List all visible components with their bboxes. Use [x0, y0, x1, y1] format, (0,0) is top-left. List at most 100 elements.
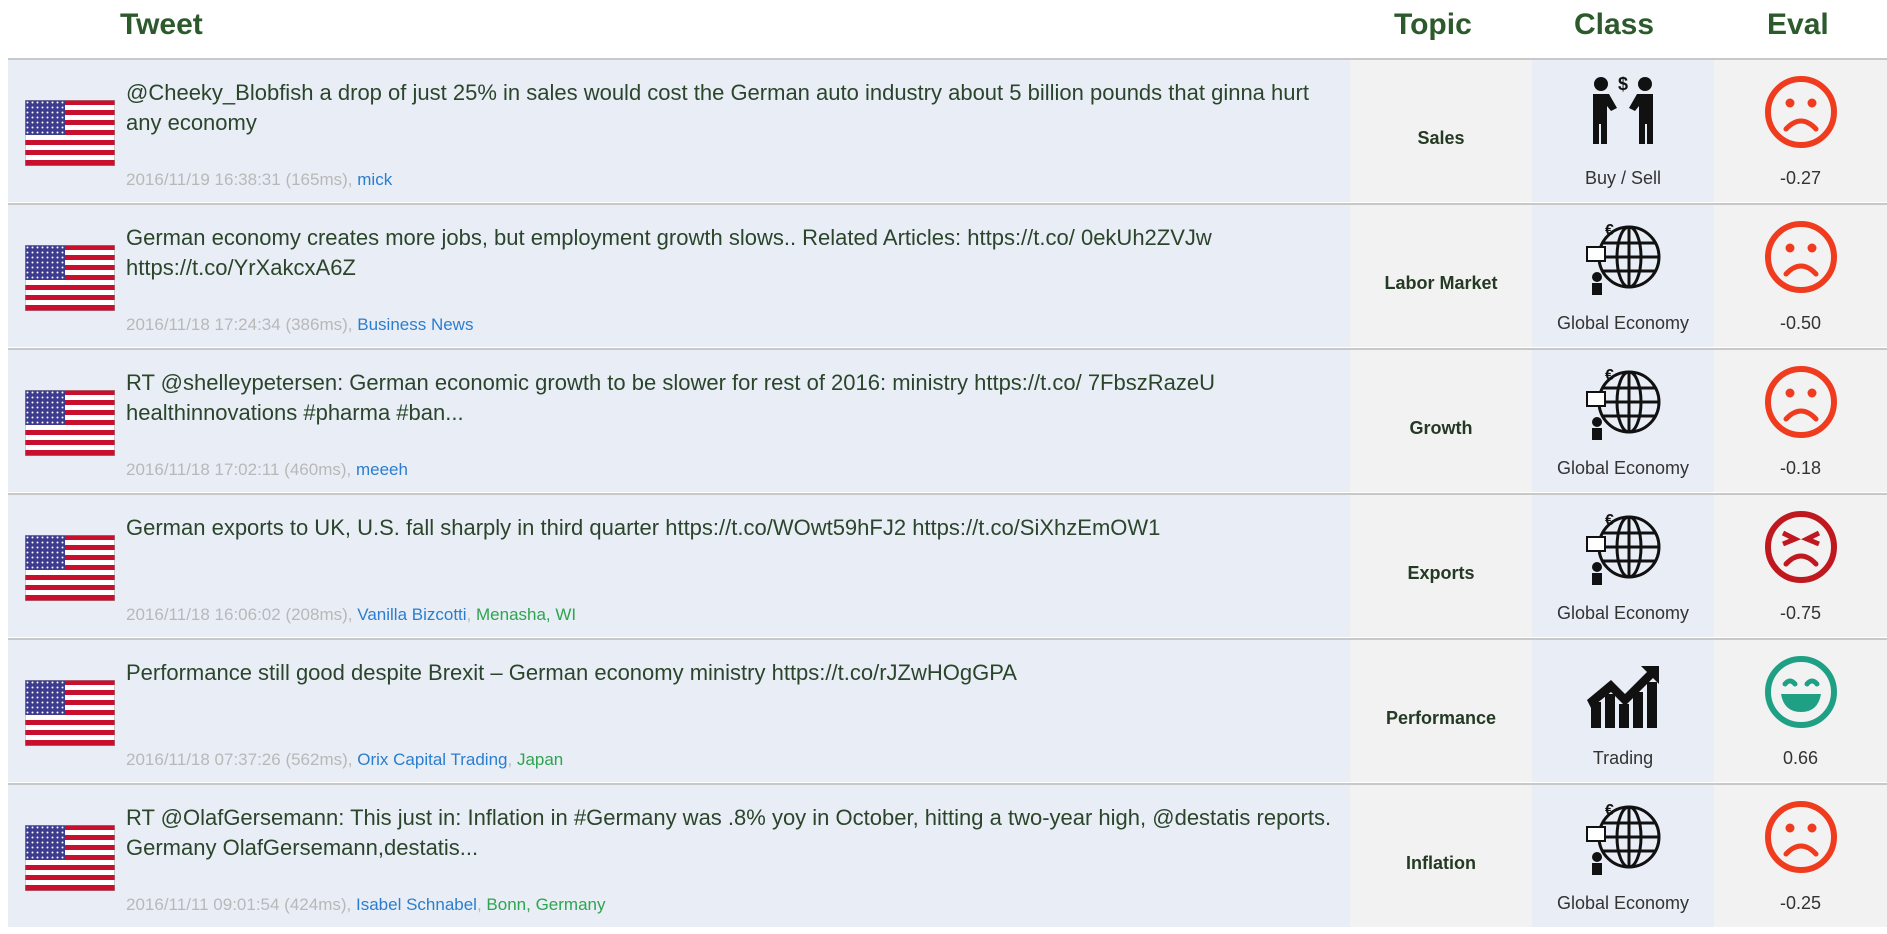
separator	[348, 170, 357, 189]
topic-cell: Labor Market	[1350, 205, 1532, 347]
class-icon	[1583, 72, 1663, 152]
class-cell: Global Economy	[1532, 495, 1714, 637]
class-label: Trading	[1592, 748, 1654, 768]
eval-value: -0.18	[1779, 458, 1822, 478]
tweet-text: RT @OlafGersemann: This just in: Inflati…	[126, 805, 1332, 860]
location-link[interactable]: Bonn, Germany	[486, 895, 606, 914]
class-icon	[1583, 797, 1663, 877]
tweet-cell: German economy creates more jobs, but em…	[8, 205, 1350, 347]
topic-cell: Sales	[1350, 60, 1532, 202]
row: RT @shelleypetersen: German economic gro…	[8, 348, 1887, 492]
eval-cell: -0.27	[1714, 60, 1887, 202]
sentiment-face	[1764, 366, 1837, 438]
timestamp: 2016/11/19 16:38:31 (165ms)	[126, 170, 348, 189]
flag-icon	[25, 680, 115, 746]
user-link[interactable]: Isabel Schnabel	[355, 895, 477, 914]
class-cell: Buy / Sell	[1532, 60, 1714, 202]
separator	[477, 895, 486, 914]
timestamp: 2016/11/18 17:24:34 (386ms)	[126, 315, 348, 334]
flag-icon	[25, 825, 115, 891]
eval-value: -0.75	[1779, 603, 1822, 623]
separator	[348, 750, 357, 769]
flag-icon	[25, 390, 115, 456]
row: Performance still good despite Brexit – …	[8, 638, 1887, 782]
eval-cell: -0.18	[1714, 350, 1887, 492]
tweet-meta: 2016/11/18 07:37:26 (562ms) Orix Capital …	[126, 750, 563, 770]
tweet-text: German exports to UK, U.S. fall sharply …	[126, 515, 1161, 540]
class-cell: Global Economy	[1532, 785, 1714, 927]
class-label: Global Economy	[1556, 893, 1690, 913]
separator	[348, 315, 357, 334]
class-cell: Trading	[1532, 640, 1714, 782]
class-icon	[1583, 362, 1663, 442]
tweet-cell: Performance still good despite Brexit – …	[8, 640, 1350, 782]
tweet-meta: 2016/11/18 17:24:34 (386ms) Business News	[126, 315, 473, 335]
timestamp: 2016/11/18 07:37:26 (562ms)	[126, 750, 348, 769]
class-icon	[1583, 217, 1663, 297]
tweet-cell: RT @shelleypetersen: German economic gro…	[8, 350, 1350, 492]
header-tweet: Tweet	[120, 8, 203, 41]
eval-value: 0.66	[1782, 748, 1819, 768]
sentiment-face	[1764, 76, 1837, 148]
topic-cell: Inflation	[1350, 785, 1532, 927]
tweet-text: RT @shelleypetersen: German economic gro…	[126, 370, 1215, 425]
header-topic: Topic	[1394, 8, 1472, 41]
user-link[interactable]: Orix Capital Trading	[357, 750, 508, 769]
timestamp: 2016/11/11 09:01:54 (424ms)	[126, 895, 347, 914]
header-eval: Eval	[1767, 8, 1829, 41]
sentiment-face	[1764, 221, 1837, 293]
row: German economy creates more jobs, but em…	[8, 203, 1887, 347]
class-icon	[1583, 652, 1663, 732]
separator	[507, 750, 516, 769]
class-label: Global Economy	[1556, 313, 1690, 333]
eval-value: -0.27	[1779, 168, 1822, 188]
class-cell: Global Economy	[1532, 205, 1714, 347]
location-link[interactable]: Menasha, WI	[476, 605, 577, 624]
tweet-meta: 2016/11/18 16:06:02 (208ms) Vanilla Bizco…	[126, 605, 576, 625]
eval-cell: 0.66	[1714, 640, 1887, 782]
user-link[interactable]: Business News	[357, 315, 474, 334]
class-label: Buy / Sell	[1584, 168, 1662, 188]
class-label: Global Economy	[1556, 603, 1690, 623]
separator	[347, 895, 356, 914]
eval-value: -0.50	[1779, 313, 1822, 333]
user-link[interactable]: mick	[357, 170, 393, 189]
flag-icon	[25, 100, 115, 166]
tweet-cell: @Cheeky_Blobfish a drop of just 25% in s…	[8, 60, 1350, 202]
row: RT @OlafGersemann: This just in: Inflati…	[8, 783, 1887, 927]
tweet-meta: 2016/11/18 17:02:11 (460ms) meeeh	[126, 460, 408, 480]
location-link[interactable]: Japan	[516, 750, 564, 769]
sentiment-face	[1764, 801, 1837, 873]
eval-cell: -0.50	[1714, 205, 1887, 347]
flag-icon	[25, 535, 115, 601]
separator	[347, 460, 356, 479]
tweet-meta: 2016/11/19 16:38:31 (165ms) mick	[126, 170, 392, 190]
class-icon	[1583, 507, 1663, 587]
separator	[467, 605, 476, 624]
eval-cell: -0.75	[1714, 495, 1887, 637]
class-cell: Global Economy	[1532, 350, 1714, 492]
timestamp: 2016/11/18 17:02:11 (460ms)	[126, 460, 347, 479]
sentiment-face	[1764, 656, 1837, 728]
separator	[348, 605, 357, 624]
tweet-text: German economy creates more jobs, but em…	[126, 225, 1212, 280]
tweet-text: Performance still good despite Brexit – …	[126, 660, 1017, 685]
user-link[interactable]: meeeh	[355, 460, 408, 479]
class-label: Global Economy	[1556, 458, 1690, 478]
eval-value: -0.25	[1779, 893, 1822, 913]
row: @Cheeky_Blobfish a drop of just 25% in s…	[8, 58, 1887, 202]
tweet-cell: RT @OlafGersemann: This just in: Inflati…	[8, 785, 1350, 927]
topic-cell: Growth	[1350, 350, 1532, 492]
eval-cell: -0.25	[1714, 785, 1887, 927]
tweet-text: @Cheeky_Blobfish a drop of just 25% in s…	[126, 80, 1309, 135]
topic-cell: Exports	[1350, 495, 1532, 637]
timestamp: 2016/11/18 16:06:02 (208ms)	[126, 605, 348, 624]
tweet-cell: German exports to UK, U.S. fall sharply …	[8, 495, 1350, 637]
header-class: Class	[1574, 8, 1655, 41]
sentiment-face	[1764, 511, 1837, 583]
flag-icon	[25, 245, 115, 311]
user-link[interactable]: Vanilla Bizcotti	[357, 605, 467, 624]
tweet-meta: 2016/11/11 09:01:54 (424ms) Isabel Schnab…	[126, 895, 605, 915]
row: German exports to UK, U.S. fall sharply …	[8, 493, 1887, 637]
